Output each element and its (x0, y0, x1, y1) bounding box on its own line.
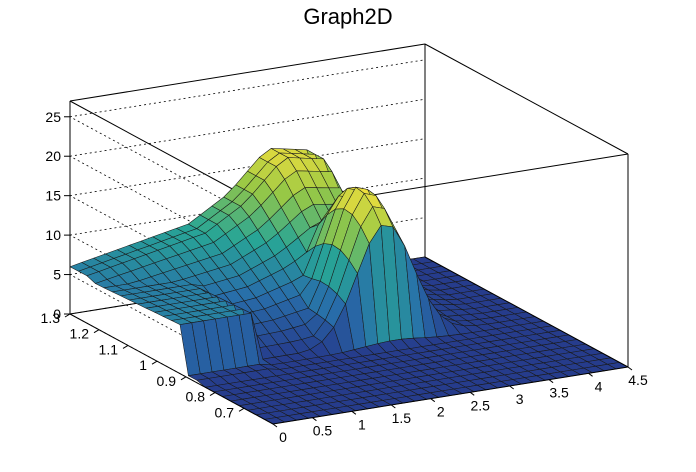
z-tick-label: 25 (45, 109, 61, 125)
x-tick-label: 3 (516, 391, 524, 407)
x-tick (509, 385, 514, 390)
surface-mesh (69, 148, 629, 425)
y-tick (93, 329, 100, 334)
x-tick (430, 398, 436, 403)
x-tick (588, 372, 593, 377)
x-tick-label: 0 (279, 429, 287, 445)
x-tick-label: 3.5 (549, 385, 569, 401)
x-tick (391, 404, 396, 409)
y-axis-line (69, 313, 274, 425)
y-tick-label: 1.1 (99, 341, 119, 357)
y-tick (122, 344, 129, 349)
y-tick-label: 0.7 (215, 404, 235, 420)
y-tick-label: 1 (139, 357, 147, 373)
y-tick-label: 1.3 (41, 310, 61, 326)
x-tick (627, 366, 633, 371)
y-tick-label: 0.8 (186, 389, 206, 405)
y-tick (238, 407, 245, 412)
frame-edge (424, 256, 629, 368)
grid-line (69, 59, 426, 118)
x-tick-label: 2.5 (470, 397, 490, 413)
x-tick-label: 1 (358, 416, 366, 432)
x-tick (272, 423, 278, 428)
frame-edge (69, 43, 426, 102)
z-tick-label: 20 (45, 148, 61, 164)
x-tick (351, 410, 357, 415)
grid-line (69, 116, 274, 228)
x-tick-label: 0.5 (313, 423, 333, 439)
z-tick-label: 10 (45, 227, 61, 243)
z-tick-label: 5 (53, 267, 61, 283)
axis-ticks: 0 0.5 1 1.5 2 2.5 3 3.5 4 4.50.70.80.911.11.21.30… (41, 109, 648, 445)
x-axis-line (272, 366, 629, 425)
x-tick (312, 417, 317, 422)
x-tick (548, 379, 554, 384)
y-tick-label: 0.9 (157, 373, 177, 389)
axis-frame-front (69, 256, 629, 425)
grid-line (69, 155, 274, 267)
grid-line (69, 274, 274, 385)
y-tick (209, 392, 216, 397)
x-tick (469, 391, 475, 396)
x-tick-label: 1.5 (392, 410, 412, 426)
z-tick-label: 0 (53, 306, 61, 322)
frame-edge (424, 43, 629, 155)
y-tick (180, 376, 187, 381)
chart-title: Graph2D (303, 4, 392, 29)
x-tick-label: 2 (437, 404, 445, 420)
y-tick (151, 360, 158, 365)
x-tick-label: 4 (595, 378, 603, 394)
grid-line (69, 98, 426, 157)
z-tick-label: 15 (45, 188, 61, 204)
y-tick-label: 1.2 (70, 326, 90, 342)
x-tick-label: 4.5 (628, 372, 648, 388)
